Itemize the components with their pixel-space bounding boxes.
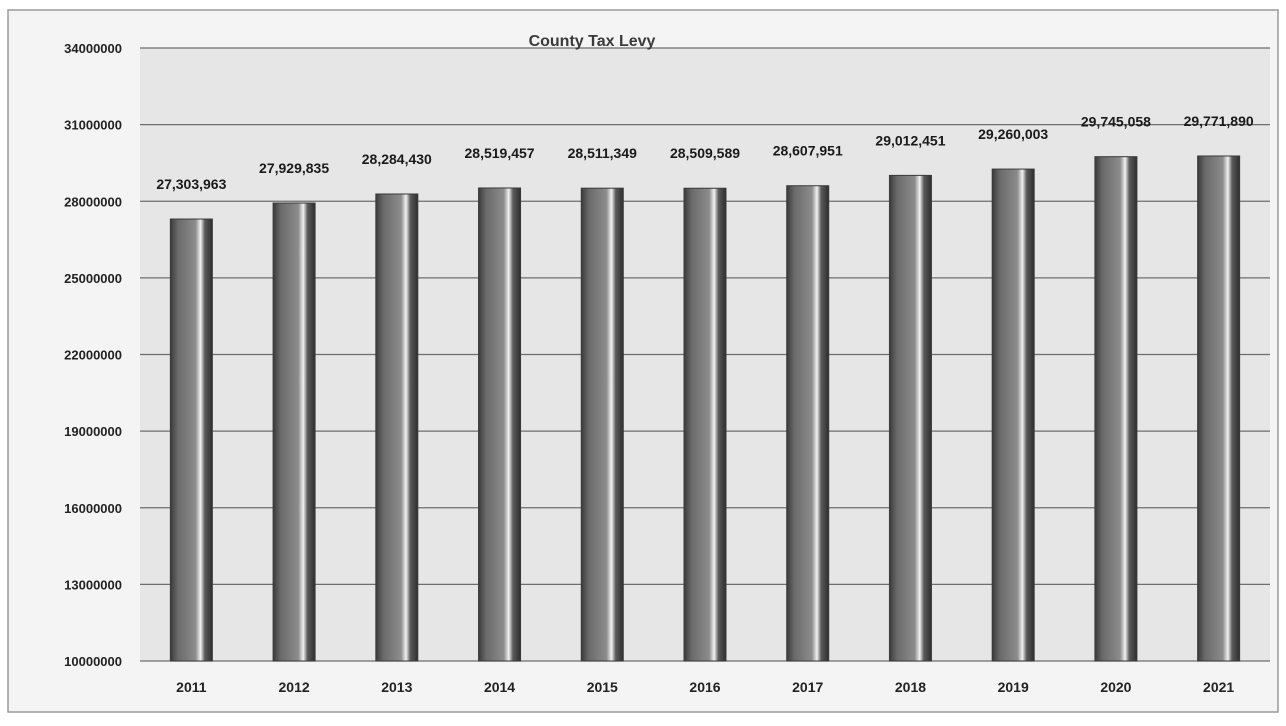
bar <box>888 174 932 662</box>
x-tick-label: 2018 <box>895 679 926 695</box>
x-tick-label: 2015 <box>587 679 618 695</box>
bar <box>478 187 522 662</box>
bar <box>375 193 419 662</box>
bar <box>786 185 830 662</box>
data-label: 29,745,058 <box>1081 114 1151 130</box>
bar <box>272 202 316 662</box>
data-label: 27,303,963 <box>156 176 226 192</box>
data-label: 28,511,349 <box>568 145 638 161</box>
bar <box>1094 156 1138 662</box>
x-tick-label: 2014 <box>484 679 515 695</box>
y-tick-label: 25000000 <box>64 271 122 286</box>
data-label: 28,519,457 <box>465 145 535 161</box>
x-tick-label: 2016 <box>689 679 720 695</box>
x-tick-label: 2020 <box>1100 679 1131 695</box>
x-tick-label: 2017 <box>792 679 823 695</box>
y-tick-label: 13000000 <box>64 577 122 592</box>
data-label: 27,929,835 <box>259 160 329 176</box>
x-tick-label: 2012 <box>279 679 310 695</box>
bar <box>580 187 624 662</box>
y-tick-label: 10000000 <box>64 654 122 669</box>
y-tick-label: 34000000 <box>64 41 122 56</box>
x-tick-label: 2013 <box>381 679 412 695</box>
bars <box>169 155 1241 662</box>
data-label: 28,607,951 <box>773 143 843 159</box>
data-label: 28,284,430 <box>362 151 432 167</box>
data-label: 29,012,451 <box>875 132 945 148</box>
x-axis: 2011 2012 2013 2014 2015 2016 2017 2018 2019 2020… <box>176 679 1234 695</box>
bar <box>991 168 1035 662</box>
y-tick-label: 22000000 <box>64 348 122 363</box>
y-tick-label: 16000000 <box>64 501 122 516</box>
y-tick-label: 28000000 <box>64 194 122 209</box>
x-tick-label: 2021 <box>1203 679 1234 695</box>
data-label: 29,260,003 <box>978 126 1048 142</box>
x-tick-label: 2019 <box>998 679 1029 695</box>
data-labels: 27,303,963 27,929,835 28,284,430 28,519,457… <box>156 113 1254 192</box>
chart-title: County Tax Levy <box>529 33 656 50</box>
data-label: 29,771,890 <box>1184 113 1254 129</box>
x-tick-label: 2011 <box>176 679 207 695</box>
y-tick-label: 19000000 <box>64 424 122 439</box>
bar <box>683 187 727 662</box>
bar <box>169 218 213 662</box>
data-label: 28,509,589 <box>670 145 740 161</box>
bar <box>1197 155 1241 662</box>
y-tick-label: 31000000 <box>64 118 122 133</box>
y-axis: 10000000 13000000 16000000 19000000 22000000… <box>64 41 122 669</box>
